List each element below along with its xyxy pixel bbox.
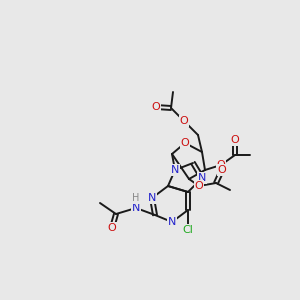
Text: O: O — [108, 223, 116, 233]
Text: O: O — [181, 138, 189, 148]
Text: O: O — [152, 102, 160, 112]
Text: N: N — [171, 165, 179, 175]
Text: N: N — [148, 193, 156, 203]
Text: O: O — [231, 135, 239, 145]
Text: O: O — [195, 181, 203, 191]
Text: O: O — [217, 160, 225, 170]
Text: Cl: Cl — [183, 225, 194, 235]
Text: N: N — [132, 203, 140, 213]
Text: N: N — [168, 217, 176, 227]
Text: O: O — [180, 116, 188, 126]
Text: N: N — [198, 173, 206, 183]
Text: O: O — [218, 165, 226, 175]
Text: H: H — [132, 193, 140, 203]
